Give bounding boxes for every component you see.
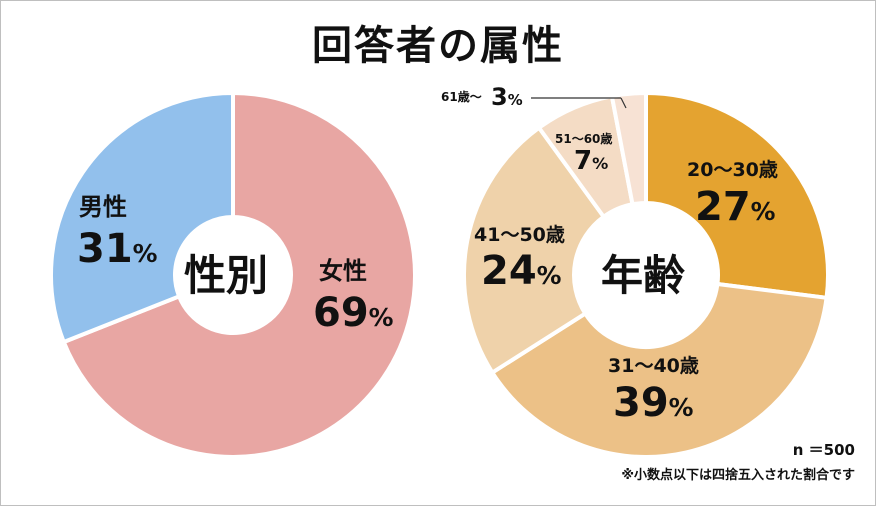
gender-center-label: 性別 [184, 251, 269, 300]
slice-value-male: 31% [77, 229, 158, 269]
slice-value-number-20-30: 27 [695, 184, 751, 230]
slice-value-number-51-60: 7 [574, 146, 593, 176]
slice-label-51-60: 51～60歳 [555, 133, 612, 145]
slice-value-51-60: 7% [574, 148, 608, 174]
slice-label-41-50: 41～50歳 [474, 226, 565, 245]
age-pie [462, 90, 830, 459]
age-slice-4 [609, 90, 648, 207]
slice-label-female: 女性 [319, 259, 367, 283]
slice-category-51-60: 51～60歳 [555, 132, 613, 146]
slice-value-number-41-50: 24 [481, 248, 537, 294]
gender-slice-1 [49, 90, 235, 345]
slice-category-31-40: 31～40歳 [608, 355, 699, 377]
slice-value-number-male: 31 [77, 226, 133, 272]
slice-value-number-31-40: 39 [613, 380, 669, 426]
pct-sign: % [507, 91, 523, 109]
pct-sign: % [536, 261, 562, 290]
slice-category-female: 女性 [319, 257, 367, 285]
slice-value-61: 3% [491, 85, 523, 109]
leader-line-61-tick [620, 97, 627, 109]
slice-label-20-30: 20～30歳 [687, 161, 778, 180]
slice-value-female: 69% [313, 293, 394, 333]
gender-slice-0 [61, 90, 417, 459]
pct-sign: % [132, 239, 158, 268]
sample-size-note: n ＝500 [792, 441, 855, 459]
slice-value-number-61: 3 [491, 83, 508, 111]
slice-category-male: 男性 [79, 193, 127, 221]
age-slice-2 [462, 124, 607, 376]
slice-value-20-30: 27% [695, 187, 776, 227]
slice-category-20-30: 20～30歳 [687, 159, 778, 181]
chart-title: 回答者の属性 [312, 23, 564, 69]
pct-sign: % [368, 303, 394, 332]
slice-category-41-50: 41～50歳 [474, 224, 565, 246]
pct-sign: % [592, 154, 609, 173]
slice-label-61: 61歳～ [441, 91, 482, 103]
pct-sign: % [668, 393, 694, 422]
age-slice-1 [489, 281, 829, 459]
pct-sign: % [750, 197, 776, 226]
age-center-label: 年齢 [601, 251, 686, 300]
slice-label-31-40: 31～40歳 [608, 357, 699, 376]
slice-value-41-50: 24% [481, 251, 562, 291]
rounding-footnote: ※小数点以下は四捨五入された割合です [621, 468, 855, 483]
slice-value-31-40: 39% [613, 383, 694, 423]
age-slice-0 [644, 90, 830, 301]
slice-category-61: 61歳～ [441, 90, 482, 104]
slice-value-number-female: 69 [313, 290, 369, 336]
slice-label-male: 男性 [79, 195, 127, 219]
gender-pie [49, 90, 417, 459]
